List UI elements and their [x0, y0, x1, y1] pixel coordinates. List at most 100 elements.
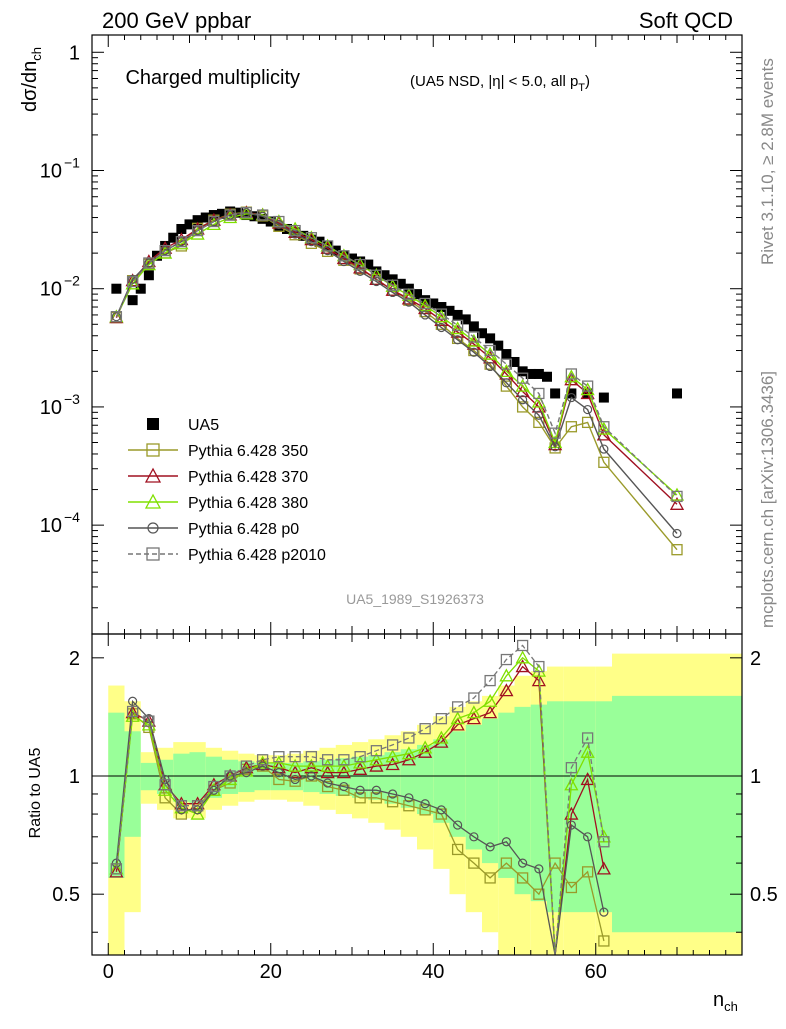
data-point-pythia-6-428-p2010	[110, 311, 123, 323]
legend-label-ua5: UA5	[188, 417, 219, 434]
ratio-point-pythia-6-428-350	[451, 843, 464, 856]
ratio-point-pythia-6-428-350	[500, 857, 513, 869]
y-tick-label: 1	[69, 42, 80, 64]
ratio-point-pythia-6-428-350	[565, 881, 578, 894]
data-point-pythia-6-428-380	[580, 382, 595, 396]
header-left: 200 GeV ppbar	[102, 8, 251, 33]
data-point-ua5	[501, 349, 512, 360]
ratio-point-pythia-6-428-370	[418, 744, 433, 758]
ratio-point-pythia-6-428-380	[434, 730, 449, 744]
data-point-pythia-6-428-p0	[420, 310, 430, 320]
data-point-pythia-6-428-350	[598, 456, 610, 468]
data-point-ua5	[379, 270, 390, 281]
ratio-point-pythia-6-428-p0	[290, 774, 300, 785]
ratio-point-pythia-6-428-380	[385, 749, 400, 763]
data-point-pythia-6-428-p2010	[516, 372, 529, 384]
ratio-point-pythia-6-428-350	[484, 872, 496, 884]
ratio-point-pythia-6-428-350	[321, 780, 334, 793]
ratio-point-pythia-6-428-p2010	[516, 639, 529, 652]
data-point-pythia-6-428-350	[516, 401, 529, 413]
ratio-point-pythia-6-428-380	[190, 806, 205, 820]
ratio-band-green	[547, 701, 564, 913]
ratio-point-pythia-6-428-p2010	[175, 800, 188, 812]
ratio-point-pythia-6-428-p2010	[305, 751, 318, 763]
data-point-ua5	[672, 388, 682, 399]
data-point-pythia-6-428-p2010	[191, 224, 204, 237]
ratio-band-green	[352, 756, 369, 798]
data-point-pythia-6-428-p0	[176, 237, 186, 247]
ratio-band-green	[189, 752, 206, 804]
data-point-pythia-6-428-380	[515, 378, 530, 392]
data-point-pythia-6-428-p0	[583, 404, 593, 415]
ratio-band-green	[417, 744, 434, 815]
title-suffix-sub: T	[578, 82, 585, 94]
ratio-point-pythia-6-428-p2010	[191, 800, 204, 812]
data-point-ua5	[168, 232, 179, 243]
ratio-point-pythia-6-428-370	[109, 864, 124, 878]
ratio-point-pythia-6-428-380	[320, 758, 335, 772]
data-point-pythia-6-428-p0	[339, 256, 349, 267]
y-tick-label: 10	[40, 160, 62, 182]
ratio-point-pythia-6-428-p2010	[208, 780, 220, 793]
data-point-pythia-6-428-p0	[436, 322, 446, 333]
ratio-point-pythia-6-428-380	[141, 717, 156, 731]
analysis-id: UA5_1989_S1926373	[346, 591, 484, 607]
ratio-point-pythia-6-428-p2010	[273, 751, 285, 763]
data-point-pythia-6-428-p2010	[126, 275, 139, 288]
data-point-pythia-6-428-380	[385, 278, 400, 292]
ratio-point-pythia-6-428-p0	[176, 805, 186, 815]
data-point-pythia-6-428-380	[141, 257, 156, 271]
ratio-band-green	[465, 724, 482, 850]
ratio-point-pythia-6-428-p0	[469, 832, 479, 842]
data-point-ua5	[550, 388, 561, 399]
ratio-point-pythia-6-428-p2010	[354, 751, 366, 763]
ratio-tick-label-right: 0.5	[750, 884, 778, 906]
data-point-ua5	[249, 211, 260, 222]
ratio-point-pythia-6-428-p2010	[240, 760, 253, 772]
rivet-label: Rivet 3.1.10, ≥ 2.8M events	[758, 58, 777, 265]
ratio-point-pythia-6-428-380	[531, 663, 546, 677]
y-tick-label-exp: −1	[64, 154, 80, 170]
ratio-point-pythia-6-428-p2010	[533, 660, 545, 673]
data-point-pythia-6-428-p0	[404, 297, 414, 307]
ratio-point-pythia-6-428-350	[289, 775, 301, 787]
ratio-point-pythia-6-428-p2010	[581, 732, 594, 744]
data-point-pythia-6-428-350	[500, 380, 513, 392]
legend-label-pythia-6-428-p2010: Pythia 6.428 p2010	[188, 547, 326, 564]
ratio-point-pythia-6-428-350	[403, 800, 415, 812]
data-point-pythia-6-428-p0	[566, 392, 576, 403]
ratio-point-pythia-6-428-380	[515, 650, 530, 664]
data-point-ua5	[363, 259, 374, 270]
ratio-band-green	[433, 739, 450, 823]
ratio-point-pythia-6-428-p0	[436, 805, 446, 815]
data-point-pythia-6-428-380	[499, 363, 514, 377]
ratio-point-pythia-6-428-370	[288, 765, 303, 779]
ratio-band-green	[498, 712, 515, 878]
data-point-pythia-6-428-p2010	[386, 279, 399, 291]
data-point-ua5	[395, 278, 406, 289]
ratio-point-pythia-6-428-p0	[323, 778, 333, 788]
ratio-point-pythia-6-428-p2010	[451, 701, 464, 713]
ratio-point-pythia-6-428-p2010	[256, 754, 269, 766]
data-point-pythia-6-428-p2010	[419, 297, 431, 310]
ratio-band-green	[677, 695, 742, 933]
data-point-pythia-6-428-p0	[128, 274, 138, 284]
data-point-pythia-6-428-380	[596, 421, 611, 435]
ratio-point-pythia-6-428-p0	[371, 785, 381, 795]
ratio-point-pythia-6-428-p2010	[126, 705, 139, 718]
ratio-point-pythia-6-428-p2010	[598, 836, 610, 848]
ratio-point-pythia-6-428-p0	[241, 768, 251, 778]
x-tick-label: 0	[103, 961, 114, 983]
data-point-ua5	[257, 213, 268, 224]
legend-marker-pythia-6-428-p0	[147, 522, 159, 534]
data-point-ua5	[192, 215, 203, 226]
ratio-point-pythia-6-428-380	[401, 746, 416, 760]
data-point-pythia-6-428-p0	[160, 246, 170, 256]
y-tick-label-exp: −4	[64, 509, 80, 525]
y-axis-label-sub: ch	[29, 47, 44, 61]
data-point-ua5	[428, 298, 439, 309]
data-point-pythia-6-428-p2010	[305, 232, 318, 244]
ratio-point-pythia-6-428-380	[255, 755, 270, 769]
ratio-point-pythia-6-428-380	[369, 752, 384, 766]
